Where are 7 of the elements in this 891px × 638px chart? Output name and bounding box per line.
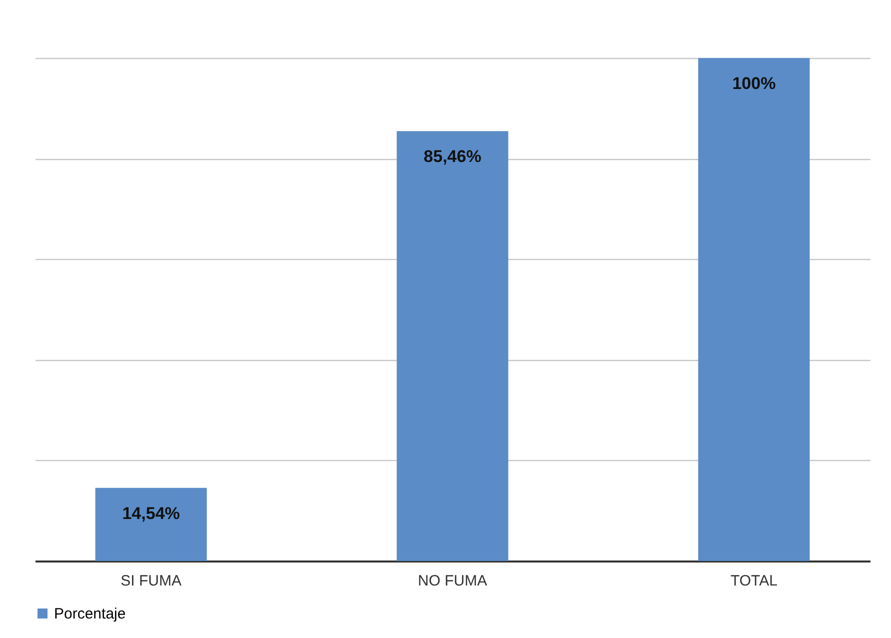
x-tick-label: SI FUMA <box>120 572 182 590</box>
x-tick-label: NO FUMA <box>418 572 488 590</box>
x-tick-label: TOTAL <box>730 572 778 590</box>
data-label: 14,54% <box>122 504 180 523</box>
data-label: 85,46% <box>424 147 482 166</box>
legend-label: Porcentaje <box>54 606 126 622</box>
data-label: 100% <box>732 74 776 93</box>
